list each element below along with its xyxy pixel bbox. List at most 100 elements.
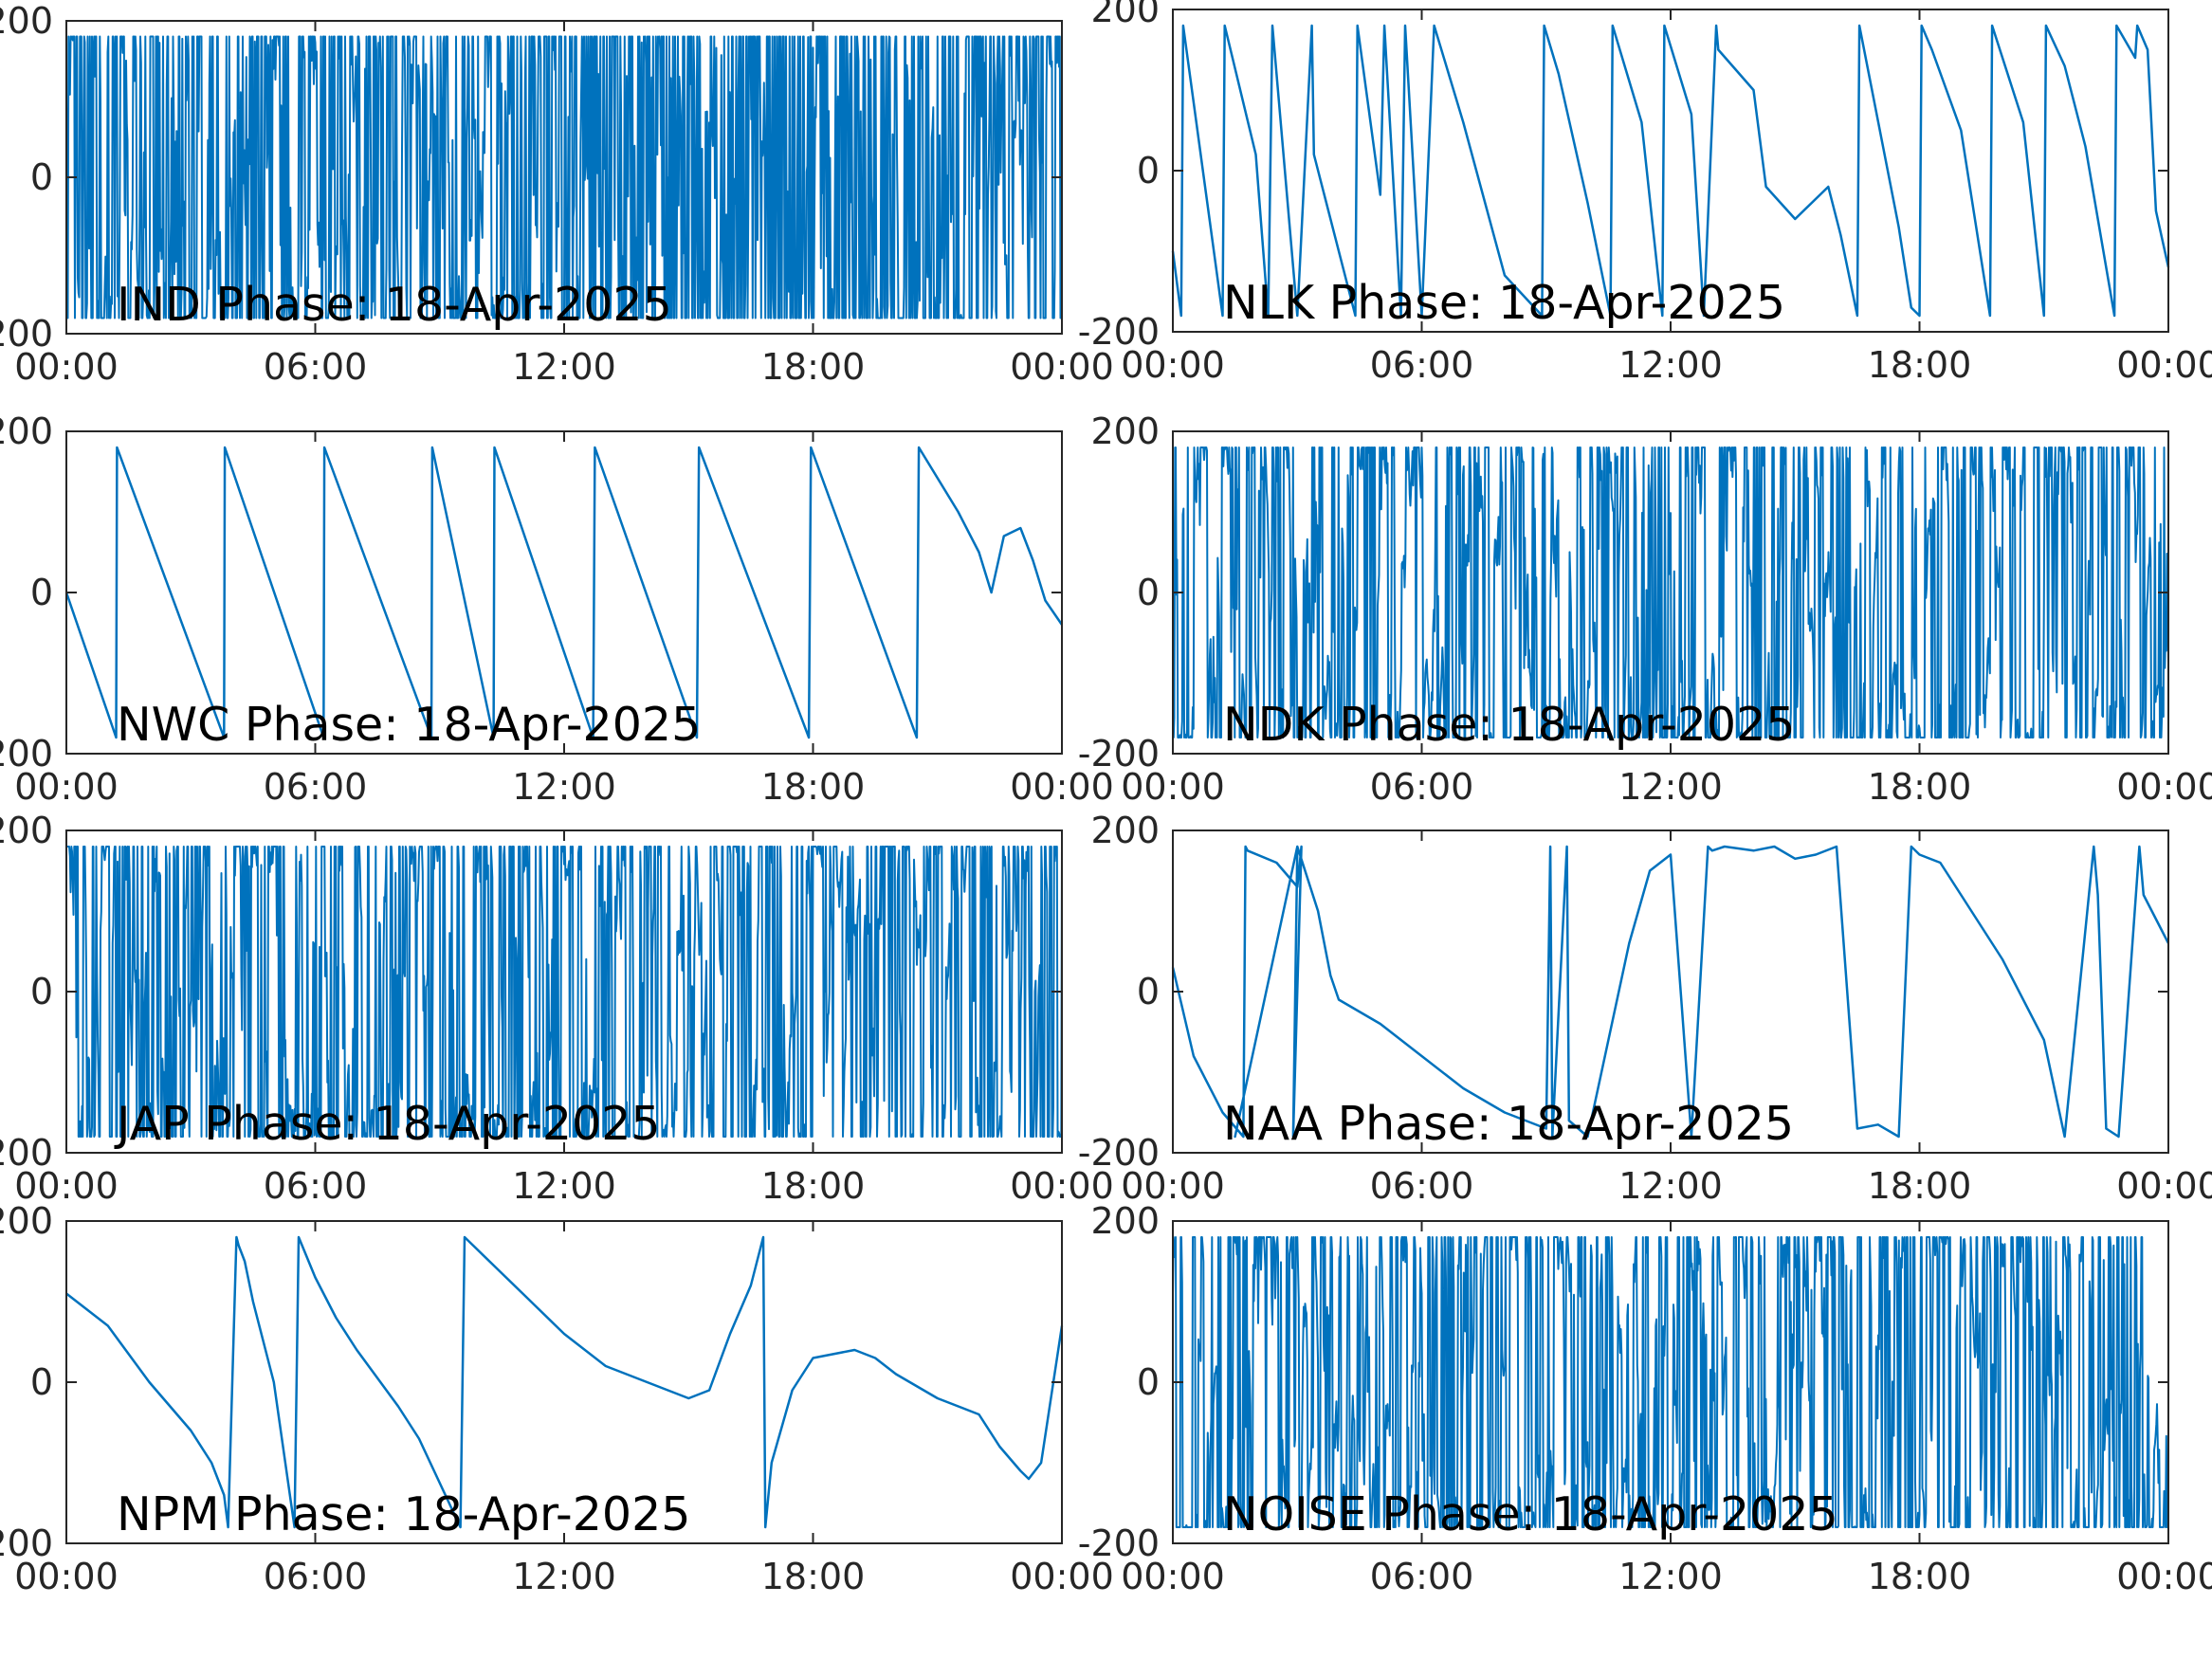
x-tick-label: 00:00 xyxy=(1010,1556,1114,1597)
x-tick-label: 06:00 xyxy=(264,1165,368,1207)
x-tick-label: 00:00 xyxy=(14,1165,119,1207)
x-tick-label: 00:00 xyxy=(1121,1165,1225,1207)
y-tick-label: 200 xyxy=(0,1200,53,1242)
x-tick-label: 18:00 xyxy=(1868,344,1972,386)
series-line-npm xyxy=(65,1235,1064,1529)
plot-area xyxy=(1173,830,2168,1153)
x-tick-label: 00:00 xyxy=(1010,1165,1114,1207)
y-tick-label: 200 xyxy=(1090,810,1160,851)
x-tick-label: 00:00 xyxy=(2116,344,2212,386)
x-tick-label: 12:00 xyxy=(1618,344,1723,386)
y-axis: -200 0 200 xyxy=(0,1200,53,1564)
x-tick-label: 12:00 xyxy=(1618,1556,1723,1597)
y-tick-label: 0 xyxy=(1137,572,1160,613)
panel-title: NPM Phase: 18-Apr-2025 xyxy=(117,1487,690,1541)
y-tick-label: -200 xyxy=(1078,1132,1160,1174)
x-tick-label: 12:00 xyxy=(1618,1165,1723,1207)
y-axis: -200 0 200 xyxy=(1078,810,1160,1174)
panel-title: NDK Phase: 18-Apr-2025 xyxy=(1223,698,1795,752)
x-tick-label: 00:00 xyxy=(1121,1556,1225,1597)
x-tick-label: 12:00 xyxy=(512,766,616,808)
x-axis: 00:00 06:00 12:00 18:00 00:00 xyxy=(14,766,1114,808)
series-line-noise xyxy=(1172,1236,2169,1528)
x-tick-label: 06:00 xyxy=(1370,1556,1474,1597)
x-tick-label: 18:00 xyxy=(761,1556,866,1597)
y-tick-label: -200 xyxy=(0,1132,53,1174)
y-axis: -200 0 200 xyxy=(0,810,53,1174)
x-axis: 00:00 06:00 12:00 18:00 00:00 xyxy=(1121,766,2212,808)
panel-ndk: -200 0 200 00:00 06:00 12:00 18:00 00:00… xyxy=(1078,410,2212,808)
series-line-naa xyxy=(1171,845,2170,1139)
x-tick-label: 00:00 xyxy=(1121,766,1225,808)
y-axis: -200 0 200 xyxy=(0,0,53,355)
y-tick-label: 0 xyxy=(30,572,53,613)
y-axis: -200 0 200 xyxy=(1078,0,1160,353)
panel-nwc: -200 0 200 00:00 06:00 12:00 18:00 00:00… xyxy=(0,410,1114,808)
x-tick-label: 00:00 xyxy=(14,346,119,388)
y-tick-label: 0 xyxy=(30,1361,53,1403)
x-tick-label: 12:00 xyxy=(512,346,616,388)
y-tick-label: 0 xyxy=(1137,1361,1160,1403)
panel-title: NWC Phase: 18-Apr-2025 xyxy=(117,698,701,752)
x-axis: 00:00 06:00 12:00 18:00 00:00 xyxy=(1121,1165,2212,1207)
y-tick-label: 200 xyxy=(1090,410,1160,452)
x-tick-label: 18:00 xyxy=(761,766,866,808)
x-tick-label: 18:00 xyxy=(761,346,866,388)
x-tick-label: 00:00 xyxy=(2116,1165,2212,1207)
x-tick-label: 06:00 xyxy=(1370,1165,1474,1207)
x-tick-label: 12:00 xyxy=(512,1556,616,1597)
x-tick-label: 18:00 xyxy=(1868,766,1972,808)
y-tick-label: 200 xyxy=(0,0,53,42)
series-line-ndk xyxy=(1172,447,2169,738)
panel-title: NAA Phase: 18-Apr-2025 xyxy=(1223,1097,1794,1151)
x-tick-label: 00:00 xyxy=(14,766,119,808)
x-tick-label: 06:00 xyxy=(264,346,368,388)
x-tick-label: 06:00 xyxy=(264,1556,368,1597)
x-axis: 00:00 06:00 12:00 18:00 00:00 xyxy=(14,1556,1114,1597)
x-tick-label: 00:00 xyxy=(2116,1556,2212,1597)
series-line-ind xyxy=(65,35,1063,319)
panel-noise: -200 0 200 00:00 06:00 12:00 18:00 00:00… xyxy=(1078,1200,2212,1597)
y-tick-label: 200 xyxy=(0,410,53,452)
x-axis: 00:00 06:00 12:00 18:00 00:00 xyxy=(1121,1556,2212,1597)
panel-jap: -200 0 200 00:00 06:00 12:00 18:00 00:00… xyxy=(0,810,1114,1207)
y-tick-label: 200 xyxy=(1090,1200,1160,1242)
x-axis: 00:00 06:00 12:00 18:00 00:00 xyxy=(1121,344,2212,386)
series-line-nlk xyxy=(1171,24,2170,318)
y-tick-label: -200 xyxy=(0,1522,53,1564)
panel-title: NOISE Phase: 18-Apr-2025 xyxy=(1223,1487,1838,1541)
series-line-nwc xyxy=(64,446,1064,739)
x-tick-label: 00:00 xyxy=(1010,766,1114,808)
y-axis: -200 0 200 xyxy=(0,410,53,775)
y-tick-label: 0 xyxy=(30,156,53,198)
x-tick-label: 00:00 xyxy=(14,1556,119,1597)
x-tick-label: 12:00 xyxy=(512,1165,616,1207)
y-tick-label: -200 xyxy=(1078,733,1160,775)
y-axis: -200 0 200 xyxy=(1078,410,1160,775)
y-axis: -200 0 200 xyxy=(1078,1200,1160,1564)
y-tick-label: -200 xyxy=(1078,311,1160,353)
x-tick-label: 18:00 xyxy=(761,1165,866,1207)
plot-area xyxy=(66,431,1062,754)
x-tick-label: 18:00 xyxy=(1868,1556,1972,1597)
y-tick-label: -200 xyxy=(0,313,53,355)
y-tick-label: -200 xyxy=(1078,1522,1160,1564)
panel-naa: -200 0 200 00:00 06:00 12:00 18:00 00:00… xyxy=(1078,810,2212,1207)
panel-title: JAP Phase: 18-Apr-2025 xyxy=(114,1097,661,1151)
x-tick-label: 18:00 xyxy=(1868,1165,1972,1207)
panel-ind: -200 0 200 00:00 06:00 12:00 18:00 00:00… xyxy=(0,0,1114,388)
x-tick-label: 12:00 xyxy=(1618,766,1723,808)
series-line-jap xyxy=(65,846,1063,1138)
x-tick-label: 00:00 xyxy=(1010,346,1114,388)
x-axis: 00:00 06:00 12:00 18:00 00:00 xyxy=(14,346,1114,388)
y-tick-label: 0 xyxy=(1137,971,1160,1012)
panel-nlk: -200 0 200 00:00 06:00 12:00 18:00 00:00… xyxy=(1078,0,2212,386)
panel-npm: -200 0 200 00:00 06:00 12:00 18:00 00:00… xyxy=(0,1200,1114,1597)
y-tick-label: 200 xyxy=(1090,0,1160,30)
x-tick-label: 06:00 xyxy=(264,766,368,808)
x-tick-label: 00:00 xyxy=(1121,344,1225,386)
y-tick-label: 0 xyxy=(1137,150,1160,191)
panel-title: IND Phase: 18-Apr-2025 xyxy=(117,278,672,332)
plot-area xyxy=(1173,9,2168,332)
